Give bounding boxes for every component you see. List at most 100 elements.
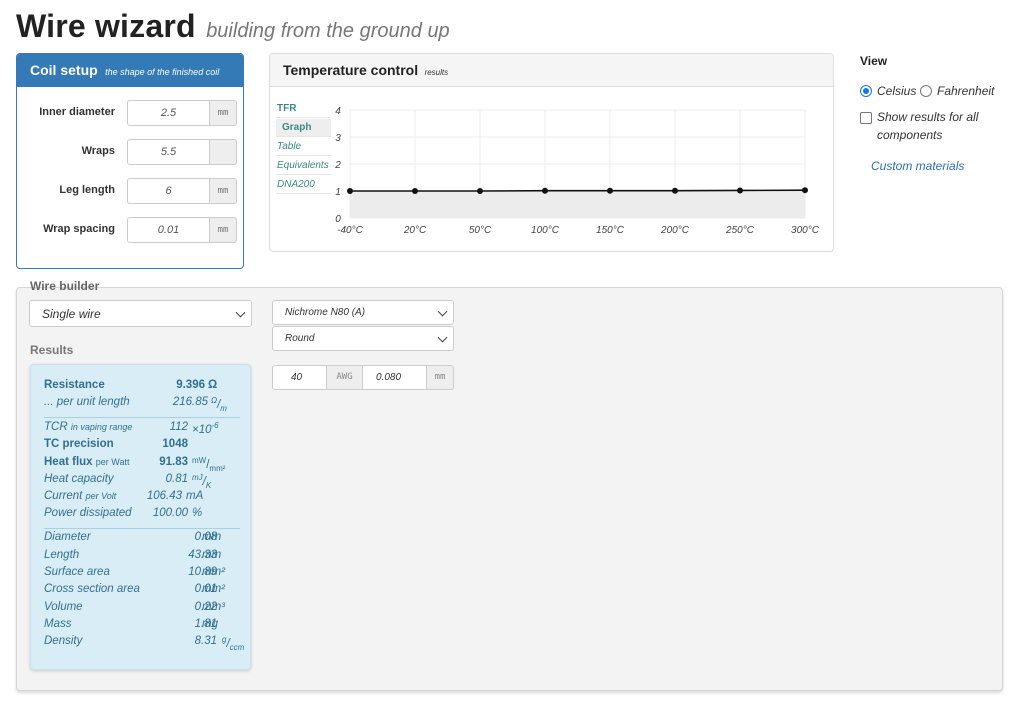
diameter-value: 0.08 bbox=[194, 531, 217, 543]
leg-length-input[interactable]: 6 bbox=[127, 178, 210, 204]
per-length-unit-num: Ω bbox=[211, 396, 218, 405]
series-area bbox=[350, 190, 805, 218]
tcr-label: TCR bbox=[44, 421, 68, 433]
per-length-row: ... per unit length 216.85 Ω/m bbox=[44, 396, 227, 414]
tab-tfr[interactable]: TFR bbox=[276, 100, 331, 118]
density-unit-num: g bbox=[222, 635, 227, 644]
results-label: Results bbox=[30, 343, 74, 357]
tab-table[interactable]: Table bbox=[276, 138, 331, 156]
x-tick-label: -40°C bbox=[337, 225, 363, 236]
celsius-label[interactable]: Celsius bbox=[877, 84, 917, 98]
cross-section-row: Cross section area 0.01 mm² bbox=[31, 583, 252, 599]
length-label: Length bbox=[44, 549, 80, 561]
heat-capacity-unit-num: mJ bbox=[192, 473, 203, 482]
length-unit: mm bbox=[202, 549, 222, 561]
current-unit: mA bbox=[186, 490, 204, 502]
celsius-radio[interactable] bbox=[860, 85, 872, 97]
current-sublabel: per Volt bbox=[85, 491, 117, 501]
current-row: Current per Volt 106.43 mA bbox=[31, 490, 252, 506]
wire-type-select[interactable]: Single wire bbox=[29, 300, 252, 327]
inner-diameter-input[interactable]: 2.5 bbox=[127, 100, 210, 126]
mass-unit: mg bbox=[202, 618, 218, 630]
leg-length-row: Leg length 6 mm bbox=[17, 178, 245, 204]
leg-length-unit: mm bbox=[209, 178, 237, 204]
cross-section-unit: mm² bbox=[202, 583, 225, 595]
wrap-spacing-unit: mm bbox=[209, 217, 237, 243]
diameter-input[interactable]: 0.080 bbox=[362, 365, 427, 390]
density-label: Density bbox=[44, 635, 83, 647]
wraps-unit bbox=[209, 139, 237, 165]
x-tick-label: 200°C bbox=[660, 225, 690, 236]
tab-equivalents[interactable]: Equivalents bbox=[276, 157, 331, 175]
tab-dna200[interactable]: DNA200 bbox=[276, 176, 331, 194]
custom-materials-link[interactable]: Custom materials bbox=[871, 159, 965, 173]
tcr-sublabel: in vaping range bbox=[70, 422, 133, 432]
diameter-label: Diameter bbox=[44, 531, 91, 543]
profile-value: Round bbox=[285, 333, 315, 344]
data-point bbox=[412, 188, 418, 194]
coil-setup-title: Coil setup bbox=[30, 62, 98, 78]
y-tick-label: 4 bbox=[335, 106, 341, 117]
wraps-input[interactable]: 5.5 bbox=[127, 139, 210, 165]
wrap-spacing-input[interactable]: 0.01 bbox=[127, 217, 210, 243]
show-all-label-line1[interactable]: Show results for all bbox=[877, 110, 979, 124]
length-value: 43.33 bbox=[188, 549, 217, 561]
diameter-row: Diameter 0.08 mm bbox=[31, 531, 252, 547]
cross-section-label: Cross section area bbox=[44, 583, 140, 595]
power-unit: % bbox=[192, 507, 203, 519]
show-all-label-line2[interactable]: components bbox=[877, 128, 943, 142]
heat-flux-value: 91.83 bbox=[159, 456, 188, 468]
surface-area-unit: mm² bbox=[202, 566, 225, 578]
fahrenheit-label[interactable]: Fahrenheit bbox=[937, 84, 995, 98]
inner-diameter-label: Inner diameter bbox=[39, 106, 115, 118]
gauge-input[interactable]: 40 bbox=[272, 365, 327, 390]
data-point bbox=[607, 187, 613, 194]
tab-graph[interactable]: Graph bbox=[276, 119, 331, 137]
wraps-row: Wraps 5.5 bbox=[17, 139, 245, 165]
coil-setup-subtitle: the shape of the finished coil bbox=[105, 67, 220, 77]
x-tick-label: 100°C bbox=[531, 225, 560, 236]
app-subtitle: building from the ground up bbox=[206, 20, 450, 42]
heat-capacity-value: 0.81 bbox=[165, 473, 188, 485]
wire-type-value: Single wire bbox=[42, 307, 101, 321]
data-point bbox=[542, 187, 548, 194]
surface-area-value: 10.89 bbox=[188, 566, 217, 578]
tc-precision-value: 1048 bbox=[162, 438, 188, 450]
heat-capacity-unit-den: K bbox=[205, 481, 212, 491]
inner-diameter-unit: mm bbox=[209, 100, 237, 126]
heat-flux-unit-den: mm² bbox=[209, 464, 226, 474]
x-tick-label: 300°C bbox=[791, 225, 820, 236]
data-point bbox=[672, 187, 678, 194]
coil-setup-header: Coil setup the shape of the finished coi… bbox=[17, 54, 243, 87]
resistance-label: Resistance bbox=[44, 379, 105, 391]
power-label: Power dissipated bbox=[44, 507, 132, 519]
x-tick-label: 250°C bbox=[725, 225, 755, 236]
y-tick-label: 3 bbox=[335, 133, 341, 144]
results-divider bbox=[44, 528, 240, 529]
volume-value: 0.22 bbox=[194, 601, 217, 613]
fahrenheit-radio[interactable] bbox=[920, 85, 932, 97]
series-line bbox=[350, 189, 806, 192]
chevron-down-icon bbox=[437, 332, 448, 343]
tc-precision-label: TC precision bbox=[44, 438, 114, 450]
tcr-exponent: -6 bbox=[211, 421, 219, 430]
heat-flux-row: Heat flux per Watt 91.83 mW/mm² bbox=[44, 456, 226, 474]
data-point bbox=[477, 188, 483, 194]
material-select[interactable]: Nichrome N80 (A) bbox=[272, 300, 454, 325]
tcr-row: TCR in vaping range 112 ×10-6 bbox=[31, 421, 252, 437]
tcr-value: 112 bbox=[169, 421, 188, 433]
heat-capacity-label: Heat capacity bbox=[44, 473, 114, 485]
data-point bbox=[802, 187, 808, 194]
cross-section-value: 0.01 bbox=[194, 583, 217, 595]
y-tick-label: 2 bbox=[334, 160, 341, 171]
show-all-checkbox[interactable] bbox=[860, 112, 872, 124]
chevron-down-icon bbox=[437, 306, 448, 317]
x-tick-label: 20°C bbox=[403, 225, 427, 236]
gauge-unit: AWG bbox=[326, 365, 363, 390]
mass-row: Mass 1.81 mg bbox=[31, 618, 252, 634]
view-title: View bbox=[860, 54, 888, 68]
temperature-chart: 0 1 2 3 4 -40°C 20°C 50°C 100°C 150°C 200°C 250°C 30… bbox=[334, 106, 820, 236]
chevron-down-icon bbox=[235, 307, 246, 318]
profile-select[interactable]: Round bbox=[272, 326, 454, 351]
per-length-value: 216.85 bbox=[172, 396, 208, 408]
